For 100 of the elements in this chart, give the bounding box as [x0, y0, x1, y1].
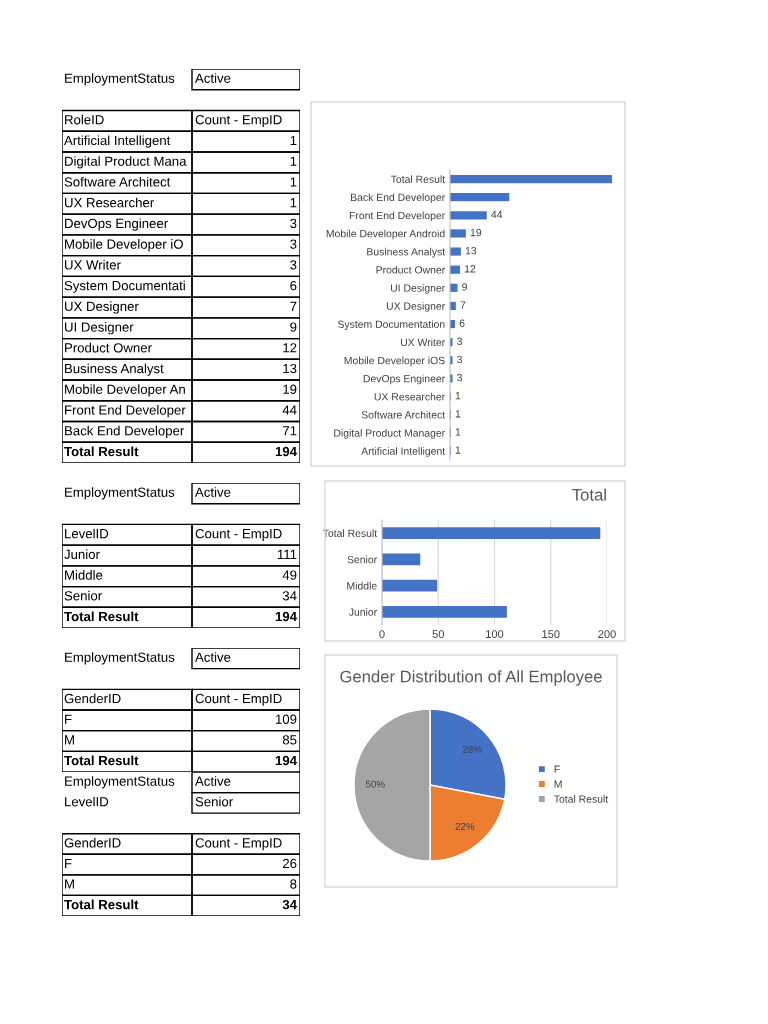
text: 3 — [290, 260, 297, 270]
category-label: Total Result — [64, 899, 139, 910]
data-label: 1 — [455, 446, 461, 454]
y-tick-label: Mobile Developer iOS — [344, 356, 445, 367]
category-label: Product Owner — [65, 342, 152, 353]
text: Count - EmpID — [195, 115, 282, 127]
category-label: Total Result — [64, 611, 139, 622]
text: 111 — [277, 549, 297, 559]
chart-title: Total — [572, 488, 606, 501]
category-label: Front End Developer — [65, 405, 186, 418]
category-label: Total Result — [64, 446, 139, 457]
text: Count - EmpID — [195, 693, 282, 706]
category-label: F — [65, 714, 72, 724]
category-label: DevOps Engineer — [65, 218, 168, 231]
text: 19 — [283, 384, 297, 394]
text: 71 — [283, 426, 297, 436]
chart-title: Gender Distribution of All Employee — [340, 670, 602, 686]
y-tick-label: Senior — [347, 555, 377, 564]
data-label: 9 — [462, 283, 467, 291]
y-tick-label: UX Designer — [386, 302, 445, 312]
text: Active — [195, 73, 231, 83]
category-label: Senior — [64, 590, 102, 601]
text: 44 — [282, 405, 297, 415]
text: 1 — [290, 177, 297, 187]
category-label: Digital Product Mana — [65, 156, 187, 169]
category-label: Software Architect — [64, 176, 171, 187]
y-tick-label: Software Architect — [361, 410, 446, 419]
text: 194 — [275, 611, 297, 622]
category-label: Mobile Developer iO — [65, 239, 183, 252]
category-label: Total Result — [64, 755, 139, 766]
x-tick-label: 100 — [486, 630, 504, 639]
text: 85 — [282, 735, 297, 745]
y-tick-label: UX Writer — [400, 338, 445, 347]
category-label: EmploymentStatus — [65, 776, 175, 789]
y-tick-label: Mobile Developer Android — [326, 229, 445, 240]
category-label: Back End Developer — [65, 425, 185, 439]
y-tick-label: Digital Product Manager — [334, 429, 445, 439]
text: 12 — [283, 343, 297, 353]
text: 49 — [282, 570, 297, 580]
category-label: LevelID — [65, 796, 109, 807]
text: Active — [195, 776, 231, 786]
text: 8 — [290, 879, 297, 889]
text: 194 — [275, 446, 297, 457]
y-tick-label: Product Owner — [376, 265, 445, 274]
category-label: UX Designer — [65, 301, 139, 314]
y-tick-label: System Documentation — [337, 320, 445, 330]
y-tick-label: Total Result — [322, 529, 378, 537]
text: 7 — [290, 301, 297, 311]
category-label: System Documentati — [64, 280, 185, 293]
data-label: 3 — [457, 337, 463, 345]
data-label: 1 — [455, 410, 461, 418]
data-label: 3 — [457, 373, 463, 382]
data-label: 19 — [470, 228, 482, 237]
x-tick-label: 0 — [379, 630, 385, 639]
category-label: EmploymentStatus — [65, 73, 175, 86]
text: Count - EmpID — [195, 528, 282, 541]
y-tick-label: Artificial Intelligent — [361, 447, 446, 457]
category-label: GenderID — [64, 837, 121, 848]
text: Senior — [195, 796, 233, 807]
text: 13 — [283, 363, 297, 374]
y-tick-label: Front End Developer — [349, 211, 445, 222]
text: 6 — [290, 280, 297, 291]
category-label: GenderID — [64, 693, 121, 704]
category-label: Junior — [64, 549, 100, 560]
x-tick-label: 50 — [432, 630, 444, 639]
text: 1 — [290, 198, 297, 208]
category-label: F — [65, 858, 72, 868]
category-label: UX Researcher — [65, 197, 154, 208]
legend-label: M — [554, 780, 562, 788]
y-tick-label: Business Analyst — [367, 247, 446, 258]
data-label: 3 — [457, 355, 463, 364]
text: Active — [195, 652, 231, 662]
text: 194 — [275, 755, 297, 766]
y-tick-label: DevOps Engineer — [363, 374, 445, 385]
category-label: Business Analyst — [65, 363, 164, 376]
data-label: 22% — [455, 822, 475, 830]
category-label: EmploymentStatus — [65, 487, 175, 500]
category-label: M — [65, 879, 74, 889]
y-tick-label: UI Designer — [390, 284, 445, 294]
legend-label: Total Result — [554, 795, 609, 803]
text: 3 — [290, 239, 297, 249]
y-tick-label: Total Result — [390, 175, 446, 183]
y-tick-label: Junior — [348, 608, 377, 616]
data-label: 6 — [459, 319, 465, 327]
data-label: 28% — [462, 745, 482, 753]
x-tick-label: 200 — [598, 630, 616, 639]
text: 34 — [282, 899, 297, 910]
y-tick-label: UX Researcher — [374, 392, 445, 401]
category-label: EmploymentStatus — [65, 652, 175, 665]
data-label: 7 — [460, 301, 466, 309]
category-label: LevelID — [65, 528, 109, 539]
data-label: 1 — [455, 392, 461, 400]
y-tick-label: Back End Developer — [351, 193, 445, 204]
category-label: M — [65, 735, 74, 745]
category-label: RoleID — [65, 114, 104, 125]
text: 109 — [275, 714, 297, 724]
data-label: 1 — [455, 428, 461, 436]
category-label: UI Designer — [65, 322, 134, 335]
y-tick-label: Middle — [347, 581, 377, 590]
data-label: 44 — [491, 210, 503, 219]
